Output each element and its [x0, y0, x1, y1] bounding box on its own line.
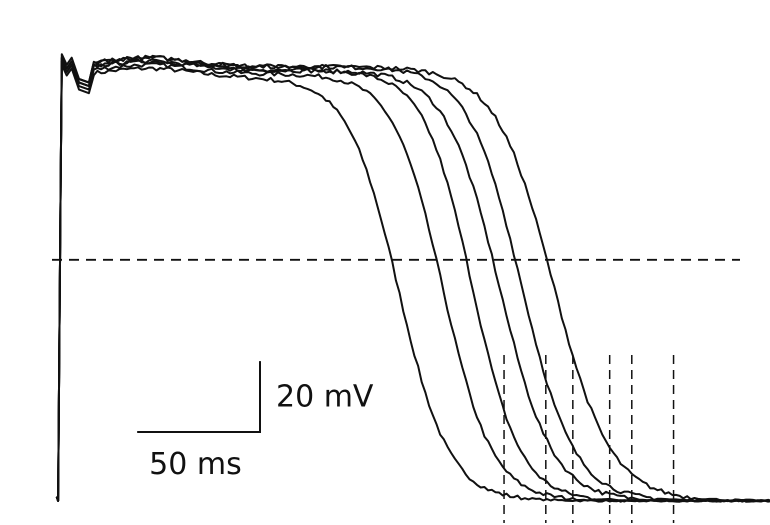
time-scale-label: 50 ms [149, 447, 242, 482]
action-potential-trace-2 [55, 60, 770, 503]
scale-bar-lines [137, 361, 261, 433]
scale-bar: 20 mV 50 ms [137, 361, 374, 482]
action-potential-trace-4 [55, 56, 770, 503]
action-potential-trace-6 [55, 53, 770, 503]
action-potential-trace-5 [55, 54, 770, 503]
action-potential-trace-3 [55, 58, 770, 503]
voltage-scale-label: 20 mV [276, 380, 374, 415]
action-potential-trace-1 [55, 63, 770, 503]
action-potential-traces [55, 53, 770, 503]
